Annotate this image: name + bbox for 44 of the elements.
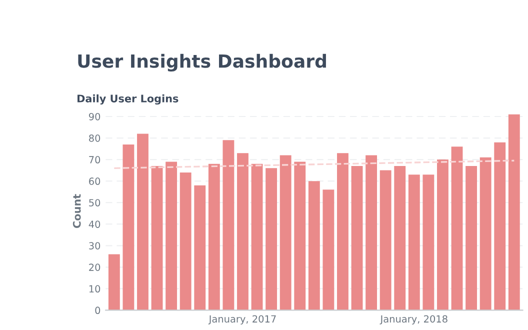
bar xyxy=(494,142,506,310)
bar xyxy=(137,134,148,310)
bar xyxy=(237,153,248,310)
y-tick-label: 40 xyxy=(88,220,100,228)
bar xyxy=(151,166,163,310)
bar xyxy=(451,146,463,310)
bar xyxy=(180,172,192,310)
bar xyxy=(266,168,278,310)
bar xyxy=(208,164,220,310)
chart-title: User Insights Dashboard xyxy=(78,54,326,72)
y-tick-label: 10 xyxy=(89,285,100,293)
bar xyxy=(122,144,134,310)
bar xyxy=(280,155,292,310)
bar xyxy=(394,166,406,310)
y-tick-label: 30 xyxy=(89,242,100,250)
bar xyxy=(351,166,363,310)
y-tick-label: 0 xyxy=(95,306,100,314)
bar xyxy=(251,164,263,310)
bar xyxy=(308,181,320,310)
bar xyxy=(222,140,234,310)
y-tick-label: 70 xyxy=(89,156,100,164)
chart-subtitle: Daily User Logins xyxy=(78,94,178,105)
bar xyxy=(294,162,306,310)
bar xyxy=(194,185,206,310)
bar xyxy=(408,174,420,310)
bar xyxy=(466,166,478,310)
x-tick-label: January, 2018 xyxy=(380,315,448,324)
y-tick-label: 60 xyxy=(89,178,100,185)
bar xyxy=(108,254,120,310)
x-tick-label: January, 2017 xyxy=(208,315,276,324)
bar xyxy=(366,155,378,310)
bar xyxy=(422,174,434,310)
y-tick-label: 90 xyxy=(88,112,100,120)
y-tick-label: 20 xyxy=(89,264,100,271)
bar xyxy=(437,160,448,310)
y-axis-title: Count xyxy=(72,194,81,228)
bar xyxy=(322,190,334,310)
bar xyxy=(480,157,492,310)
bar xyxy=(166,162,178,310)
bar xyxy=(337,153,348,310)
y-tick-label: 50 xyxy=(89,199,100,206)
y-tick-label: 80 xyxy=(89,134,100,142)
bar xyxy=(508,114,520,310)
bar xyxy=(380,170,392,310)
